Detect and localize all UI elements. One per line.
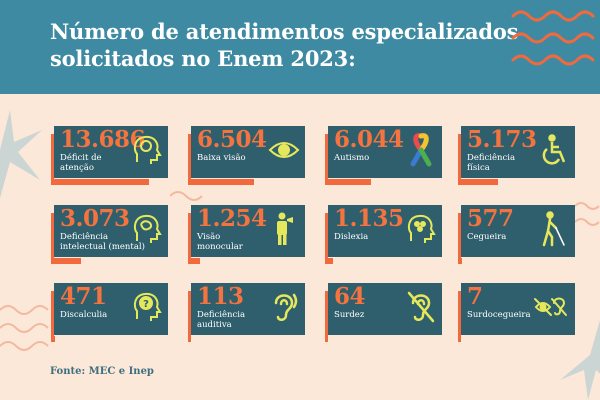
question-head-icon: ? xyxy=(133,292,162,321)
wave-decoration-right xyxy=(575,202,600,226)
card-deficiencia-intelectual: 3.073 Deficiência intelectual (mental) xyxy=(51,205,168,264)
person-eye-icon xyxy=(277,212,293,245)
source-note: Fonte: MEC e Inep xyxy=(50,366,154,377)
puzzle-ribbon-icon xyxy=(410,133,432,167)
stat-value: 577 xyxy=(467,205,514,232)
eye-icon xyxy=(268,142,300,158)
stat-value: 1.254 xyxy=(197,205,267,232)
stat-value: 64 xyxy=(334,283,366,310)
wave-decoration xyxy=(511,10,595,66)
stat-value: 113 xyxy=(197,283,244,310)
title-line-1: Número de atendimentos especializados xyxy=(50,19,519,44)
header-banner: Número de atendimentos especializados so… xyxy=(0,0,600,94)
wheelchair-icon xyxy=(542,134,566,165)
wave-decoration-mid xyxy=(170,191,203,201)
stat-label: Surdocegueira xyxy=(467,310,531,320)
card-dislexia: 1.135 Dislexia xyxy=(325,205,442,264)
brain-head-icon xyxy=(407,214,436,243)
ear-icon xyxy=(274,293,298,321)
blind-person-icon xyxy=(542,211,565,247)
stat-value: 13.686 xyxy=(60,126,146,153)
stat-label: Visão monocular xyxy=(197,232,243,252)
stat-label: Baixa visão xyxy=(197,153,246,163)
stat-label: Discalculia xyxy=(60,310,108,320)
stat-label: Deficiência intelectual (mental) xyxy=(60,232,145,252)
wave-decoration-left xyxy=(0,305,49,351)
stat-value: 6.504 xyxy=(197,126,267,153)
card-deficiencia-auditiva: 113 Deficiência auditiva xyxy=(188,283,305,342)
stat-label: Surdez xyxy=(334,310,365,320)
card-baixa-visao: 6.504 Baixa visão xyxy=(188,126,305,185)
card-deficit-atencao: 13.686 Déficit de atenção xyxy=(51,126,168,185)
brain-head-icon xyxy=(133,135,162,164)
stat-label: Dislexia xyxy=(334,232,369,242)
page-title: Número de atendimentos especializados so… xyxy=(50,18,520,72)
deafblind-icon xyxy=(534,297,567,316)
star-decoration-right xyxy=(560,320,600,400)
stat-value: 471 xyxy=(60,283,107,310)
card-autismo: 6.044 Autismo xyxy=(325,126,442,185)
card-surdocegueira: 7 Surdocegueira xyxy=(458,283,575,342)
svg-text:?: ? xyxy=(143,299,149,310)
stat-label: Deficiência auditiva xyxy=(197,310,246,330)
stat-value: 5.173 xyxy=(467,126,537,153)
card-deficiencia-fisica: 5.173 Deficiência física xyxy=(458,126,575,185)
card-cegueira: 577 Cegueira xyxy=(458,205,575,264)
stat-label: Deficiência física xyxy=(467,153,516,173)
card-visao-monocular: 1.254 Visão monocular xyxy=(188,205,305,264)
stat-label: Autismo xyxy=(334,153,370,163)
star-decoration xyxy=(0,110,42,198)
stat-value: 7 xyxy=(467,283,483,310)
stat-label: Cegueira xyxy=(467,232,507,242)
stat-label: Déficit de atenção xyxy=(60,153,102,173)
card-discalculia: 471 Discalculia ? xyxy=(51,283,168,342)
title-line-2: solicitados no Enem 2023: xyxy=(50,46,356,71)
stat-value: 3.073 xyxy=(60,205,130,232)
deaf-ear-icon xyxy=(407,291,435,323)
brain-head-icon xyxy=(133,214,162,243)
card-surdez: 64 Surdez xyxy=(325,283,442,342)
stat-value: 1.135 xyxy=(334,205,404,232)
stat-value: 6.044 xyxy=(334,126,404,153)
